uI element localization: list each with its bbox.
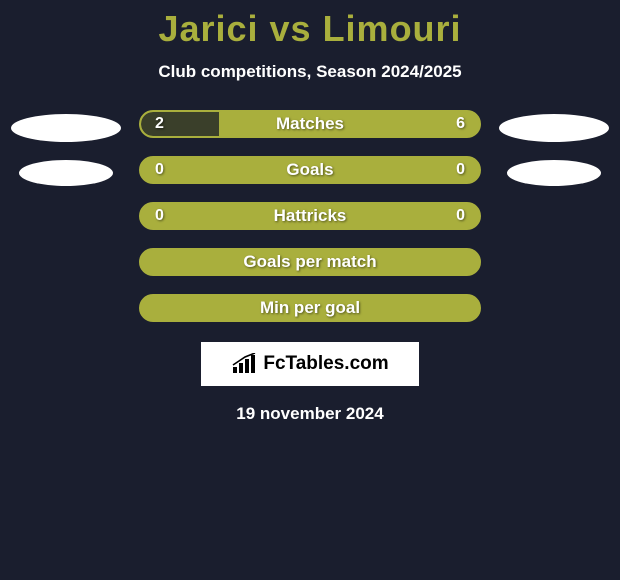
left-avatar-column xyxy=(11,110,121,186)
page-subtitle: Club competitions, Season 2024/2025 xyxy=(0,62,620,82)
brand-logo[interactable]: FcTables.com xyxy=(201,342,419,386)
stat-label: Hattricks xyxy=(141,206,479,226)
avatar-right-2 xyxy=(507,160,601,186)
stat-bar-hattricks: 0 Hattricks 0 xyxy=(139,202,481,230)
right-avatar-column xyxy=(499,110,609,186)
chart-icon xyxy=(231,353,257,375)
stat-label: Matches xyxy=(141,114,479,134)
footer-date: 19 november 2024 xyxy=(0,404,620,424)
stat-label: Goals xyxy=(141,160,479,180)
stat-bar-min-per-goal: Min per goal xyxy=(139,294,481,322)
stat-right-value: 6 xyxy=(456,115,465,133)
stat-right-value: 0 xyxy=(456,161,465,179)
stat-bar-matches: 2 Matches 6 xyxy=(139,110,481,138)
avatar-right-1 xyxy=(499,114,609,142)
brand-text: FcTables.com xyxy=(263,353,388,375)
stat-bars: 2 Matches 6 0 Goals 0 0 Hattricks 0 xyxy=(139,110,481,322)
comparison-widget: Jarici vs Limouri Club competitions, Sea… xyxy=(0,0,620,424)
stats-area: 2 Matches 6 0 Goals 0 0 Hattricks 0 xyxy=(0,110,620,322)
avatar-left-1 xyxy=(11,114,121,142)
avatar-left-2 xyxy=(19,160,113,186)
stat-bar-goals: 0 Goals 0 xyxy=(139,156,481,184)
page-title: Jarici vs Limouri xyxy=(0,8,620,50)
stat-label: Min per goal xyxy=(141,298,479,318)
stat-right-value: 0 xyxy=(456,207,465,225)
stat-label: Goals per match xyxy=(141,252,479,272)
stat-bar-goals-per-match: Goals per match xyxy=(139,248,481,276)
